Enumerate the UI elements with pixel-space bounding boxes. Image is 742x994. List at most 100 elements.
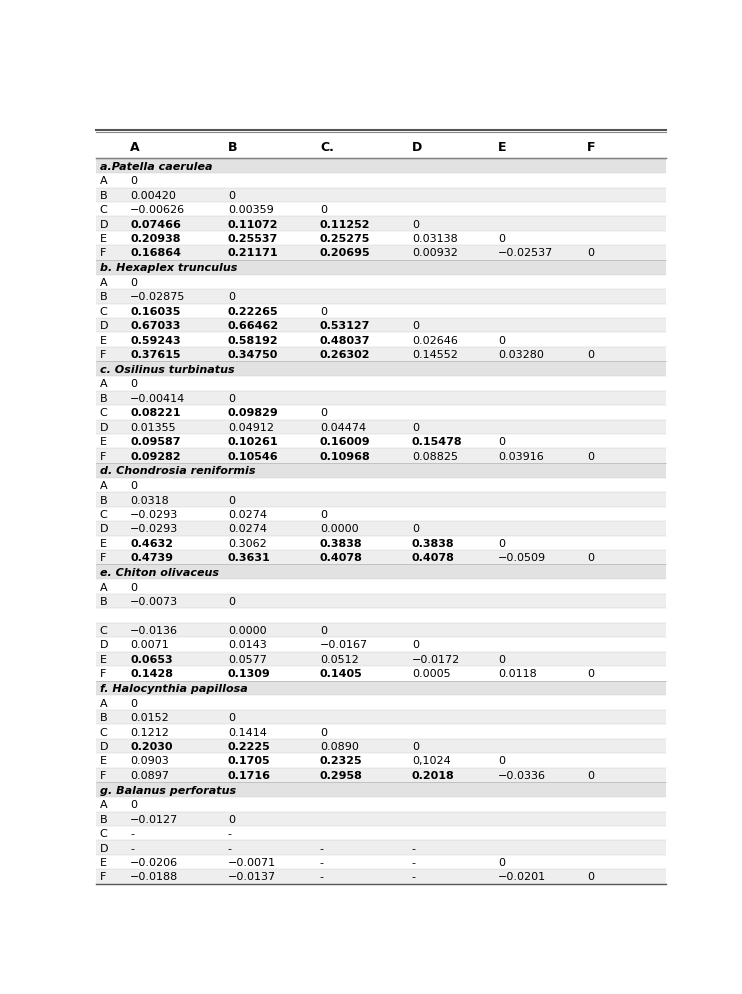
Text: C: C <box>99 205 108 215</box>
Text: −0.0071: −0.0071 <box>228 857 276 867</box>
Bar <box>96 463 666 478</box>
Bar <box>96 637 666 652</box>
Bar <box>96 377 666 392</box>
Bar <box>96 522 666 536</box>
Text: 0: 0 <box>412 321 419 331</box>
Text: E: E <box>99 654 107 664</box>
Text: B: B <box>99 191 108 201</box>
Text: 0.1414: 0.1414 <box>228 727 267 737</box>
Text: 0.00420: 0.00420 <box>130 191 176 201</box>
Text: −0.0188: −0.0188 <box>130 872 178 882</box>
Text: 0.1716: 0.1716 <box>228 770 271 780</box>
Text: 0.1428: 0.1428 <box>130 669 173 679</box>
Text: 0: 0 <box>588 872 594 882</box>
Text: a.Patella caerulea: a.Patella caerulea <box>99 161 212 171</box>
Bar <box>96 232 666 246</box>
Text: 0.16035: 0.16035 <box>130 306 180 316</box>
Text: 0: 0 <box>412 524 419 534</box>
Text: E: E <box>99 755 107 765</box>
Text: 0.0903: 0.0903 <box>130 755 169 765</box>
Text: c. Osilinus turbinatus: c. Osilinus turbinatus <box>99 365 234 375</box>
Bar <box>96 159 666 174</box>
Text: F: F <box>99 350 106 360</box>
Text: D: D <box>99 742 108 751</box>
Text: F: F <box>99 451 106 461</box>
Text: 0.10546: 0.10546 <box>228 451 278 461</box>
Text: 0: 0 <box>320 205 327 215</box>
Text: D: D <box>99 220 108 230</box>
Text: 0.00359: 0.00359 <box>228 205 274 215</box>
Text: E: E <box>99 857 107 867</box>
Bar <box>96 449 666 463</box>
Text: F: F <box>588 141 596 154</box>
Text: D: D <box>99 524 108 534</box>
Text: 0.4078: 0.4078 <box>320 553 363 563</box>
Text: 0.53127: 0.53127 <box>320 321 370 331</box>
Text: 0: 0 <box>228 495 235 505</box>
Bar <box>96 551 666 565</box>
Text: D: D <box>99 321 108 331</box>
Text: 0: 0 <box>588 350 594 360</box>
Text: 0.25537: 0.25537 <box>228 234 278 244</box>
Text: 0.0274: 0.0274 <box>228 510 267 520</box>
Text: −0.0172: −0.0172 <box>412 654 460 664</box>
Text: F: F <box>99 770 106 780</box>
Bar <box>96 478 666 493</box>
Text: 0.37615: 0.37615 <box>130 350 180 360</box>
Text: 0.0071: 0.0071 <box>130 640 169 650</box>
Text: -: - <box>130 843 134 853</box>
Bar <box>96 696 666 711</box>
Bar <box>96 333 666 348</box>
Text: 0.15478: 0.15478 <box>412 436 462 446</box>
Bar <box>96 652 666 666</box>
Bar <box>96 768 666 782</box>
Bar <box>96 203 666 217</box>
Text: -: - <box>320 872 324 882</box>
Text: A: A <box>99 698 108 708</box>
Bar <box>96 135 666 159</box>
Text: C: C <box>99 625 108 635</box>
Text: E: E <box>99 539 107 549</box>
Text: -: - <box>130 828 134 838</box>
Text: 0: 0 <box>498 436 505 446</box>
Text: 0.10968: 0.10968 <box>320 451 371 461</box>
Text: 0: 0 <box>130 277 137 287</box>
Text: 0.0897: 0.0897 <box>130 770 169 780</box>
Text: −0.0336: −0.0336 <box>498 770 546 780</box>
Text: 0: 0 <box>412 742 419 751</box>
Text: 0.16009: 0.16009 <box>320 436 370 446</box>
Text: 0: 0 <box>498 654 505 664</box>
Text: 0.2225: 0.2225 <box>228 742 271 751</box>
Bar <box>96 217 666 232</box>
Text: B: B <box>99 814 108 824</box>
Text: 0: 0 <box>588 553 594 563</box>
Text: 0.26302: 0.26302 <box>320 350 370 360</box>
Text: 0.0274: 0.0274 <box>228 524 267 534</box>
Text: 0.58192: 0.58192 <box>228 335 278 345</box>
Text: −0.02537: −0.02537 <box>498 248 554 258</box>
Text: 0.09587: 0.09587 <box>130 436 180 446</box>
Bar <box>96 841 666 855</box>
Text: C.: C. <box>320 141 334 154</box>
Text: A: A <box>99 379 108 389</box>
Text: 0.22265: 0.22265 <box>228 306 278 316</box>
Bar <box>96 188 666 203</box>
Text: B: B <box>99 495 108 505</box>
Text: B: B <box>99 713 108 723</box>
Text: A: A <box>99 277 108 287</box>
Text: 0: 0 <box>130 582 137 592</box>
Text: 0.59243: 0.59243 <box>130 335 181 345</box>
Bar <box>96 870 666 884</box>
Text: 0.11252: 0.11252 <box>320 220 370 230</box>
Text: 0.03916: 0.03916 <box>498 451 544 461</box>
Text: 0: 0 <box>228 713 235 723</box>
Text: 0.0318: 0.0318 <box>130 495 169 505</box>
Bar <box>96 420 666 434</box>
Text: −0.02875: −0.02875 <box>130 292 186 302</box>
Text: 0: 0 <box>228 814 235 824</box>
Text: 0.25275: 0.25275 <box>320 234 370 244</box>
Text: D: D <box>99 422 108 432</box>
Bar <box>96 580 666 594</box>
Text: 0: 0 <box>588 248 594 258</box>
Text: 0.4739: 0.4739 <box>130 553 173 563</box>
